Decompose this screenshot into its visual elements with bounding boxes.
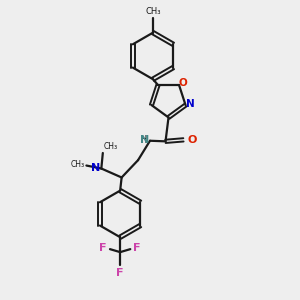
Text: F: F [133,243,141,253]
Text: CH₃: CH₃ [70,160,85,169]
Text: N: N [140,134,149,145]
Text: CH₃: CH₃ [104,142,118,151]
Text: CH₃: CH₃ [145,7,161,16]
Text: N: N [186,100,194,110]
Text: N: N [91,163,100,172]
Text: O: O [188,135,197,145]
Text: F: F [100,243,107,253]
Text: H: H [140,134,147,145]
Text: O: O [179,78,188,88]
Text: F: F [116,268,124,278]
